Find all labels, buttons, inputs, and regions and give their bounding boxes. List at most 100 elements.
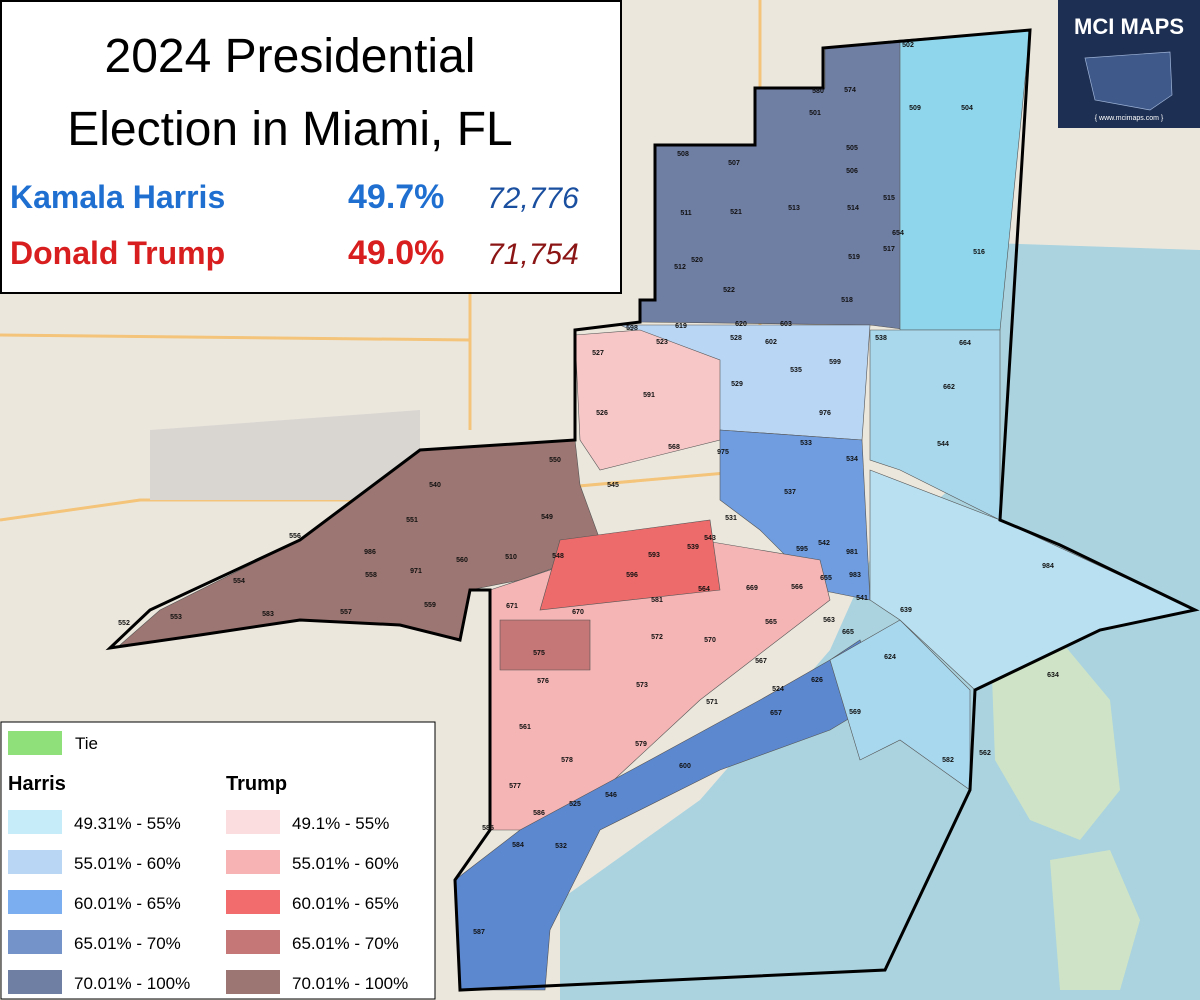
legend-swatch xyxy=(226,930,280,954)
precinct-label: 986 xyxy=(364,549,376,556)
legend: Tie Harris 49.31% - 55% 55.01% - 60% 60.01% … xyxy=(8,731,408,994)
legend-label: 49.1% - 55% xyxy=(292,814,389,833)
precinct-label: 561 xyxy=(519,724,531,731)
precinct-label: 542 xyxy=(818,540,830,547)
precinct-label: 525 xyxy=(569,801,581,808)
legend-swatch xyxy=(8,850,62,874)
precinct-label: 529 xyxy=(731,381,743,388)
candidate: Kamala Harris xyxy=(10,179,225,215)
precinct-labels: 502 504 509 574 580 501 505 506 508 507 514 515 513 5… xyxy=(118,42,1059,936)
precinct-label: 619 xyxy=(675,323,687,330)
precinct-label: 983 xyxy=(849,572,861,579)
precinct-label: 570 xyxy=(704,637,716,644)
logo-map xyxy=(1084,51,1173,111)
precinct-label: 508 xyxy=(677,151,689,158)
precinct-label: 562 xyxy=(979,750,991,757)
precinct-label: 513 xyxy=(788,205,800,212)
precinct-label: 971 xyxy=(410,568,422,575)
precinct-label: 511 xyxy=(680,210,691,217)
precinct-label: 603 xyxy=(780,321,792,328)
precinct-label: 599 xyxy=(829,359,841,366)
precinct-label: 516 xyxy=(973,249,985,256)
airport xyxy=(150,410,420,500)
precinct-label: 574 xyxy=(844,87,856,94)
precinct-label: 559 xyxy=(424,602,436,609)
precinct-label: 654 xyxy=(892,230,904,237)
precinct-label: 552 xyxy=(118,620,130,627)
precinct-label: 569 xyxy=(849,709,861,716)
precinct-label: 671 xyxy=(506,603,518,610)
precinct-label: 526 xyxy=(596,410,608,417)
precinct-label: 593 xyxy=(648,552,660,559)
precinct-label: 639 xyxy=(900,607,912,614)
legend-label: 49.31% - 55% xyxy=(74,814,181,833)
precinct-label: 564 xyxy=(698,586,710,593)
precinct-label: 534 xyxy=(846,456,858,463)
precinct-label: 578 xyxy=(561,757,573,764)
precinct-label: 507 xyxy=(728,160,740,167)
precinct-label: 512 xyxy=(674,264,686,271)
precinct-label: 551 xyxy=(406,517,418,524)
precinct-label: 657 xyxy=(770,710,782,717)
precinct-label: 519 xyxy=(848,254,860,261)
legend-swatch xyxy=(8,890,62,914)
precinct-label: 602 xyxy=(765,339,777,346)
precinct-label: 537 xyxy=(784,489,796,496)
logo-name: MCI MAPS xyxy=(1074,14,1184,39)
precinct-label: 579 xyxy=(635,741,647,748)
precinct-label: 580 xyxy=(812,88,824,95)
precinct-label: 558 xyxy=(365,572,377,579)
precinct-label: 634 xyxy=(1047,672,1059,679)
votes: 71,754 xyxy=(487,238,579,271)
legend-swatch xyxy=(8,810,62,834)
precinct-label: 662 xyxy=(943,384,955,391)
legend-box xyxy=(0,721,436,1000)
precinct-label: 533 xyxy=(800,440,812,447)
votes: 72,776 xyxy=(487,182,579,215)
precinct-label: 670 xyxy=(572,609,584,616)
precinct-label: 586 xyxy=(533,810,545,817)
precinct-label: 981 xyxy=(846,549,858,556)
title: Election in Miami, FL xyxy=(67,103,512,156)
precinct-label: 575 xyxy=(533,650,545,657)
legend-label: 55.01% - 60% xyxy=(74,854,181,873)
precinct-label: 568 xyxy=(668,444,680,451)
precinct-label: 504 xyxy=(961,105,973,112)
precinct-label: 976 xyxy=(819,410,831,417)
precinct-label: 539 xyxy=(687,544,699,551)
precinct-label: 975 xyxy=(717,449,729,456)
precinct-label: 505 xyxy=(846,145,858,152)
precinct-label: 587 xyxy=(473,929,485,936)
precinct-label: 510 xyxy=(505,554,517,561)
precinct-label: 520 xyxy=(691,257,703,264)
precinct-label: 984 xyxy=(1042,563,1054,570)
precinct-label: 565 xyxy=(765,619,777,626)
precinct-label: 528 xyxy=(730,335,742,342)
precinct-label: 572 xyxy=(651,634,663,641)
precinct-label: 535 xyxy=(790,367,802,374)
precinct-label: 581 xyxy=(651,597,663,604)
city-outline xyxy=(105,28,1200,992)
precinct-label: 531 xyxy=(725,515,737,522)
legend-group-title: Trump xyxy=(226,773,287,795)
precinct-label: 577 xyxy=(509,783,521,790)
precinct-areas xyxy=(119,29,1196,991)
legend-swatch xyxy=(226,850,280,874)
title: 2024 Presidential xyxy=(105,30,476,83)
legend-label: 65.01% - 70% xyxy=(74,934,181,953)
precinct-label: 591 xyxy=(643,392,655,399)
precinct-label: 584 xyxy=(512,842,524,849)
precinct-label: 540 xyxy=(429,482,441,489)
precinct-label: 523 xyxy=(656,339,668,346)
area xyxy=(869,329,1001,521)
precinct-label: 620 xyxy=(735,321,747,328)
precinct-label: 573 xyxy=(636,682,648,689)
precinct-label: 655 xyxy=(820,575,832,582)
precinct-label: 545 xyxy=(607,482,619,489)
legend-label: Tie xyxy=(75,734,98,753)
precinct-label: 509 xyxy=(909,105,921,112)
legend-swatch xyxy=(226,810,280,834)
precinct-label: 664 xyxy=(959,340,971,347)
precinct-label: 624 xyxy=(884,654,896,661)
